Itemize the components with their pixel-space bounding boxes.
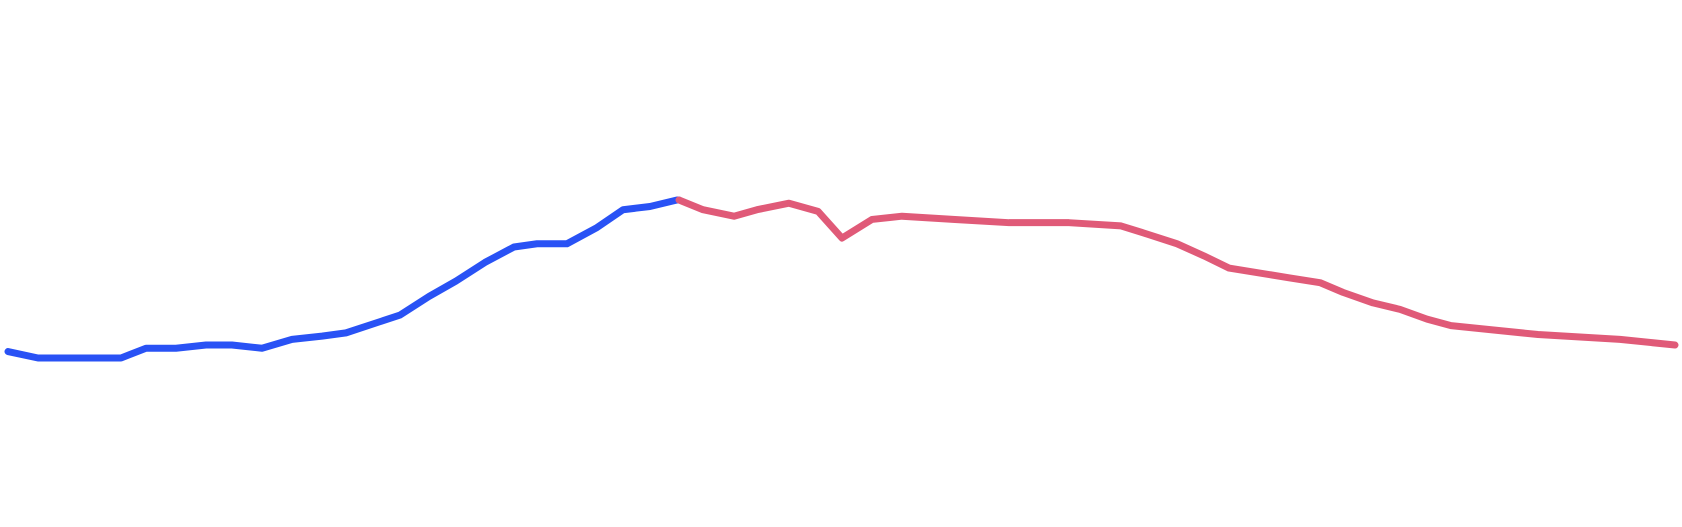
series-line-2 <box>675 196 1679 349</box>
series-line-1 <box>4 196 683 362</box>
